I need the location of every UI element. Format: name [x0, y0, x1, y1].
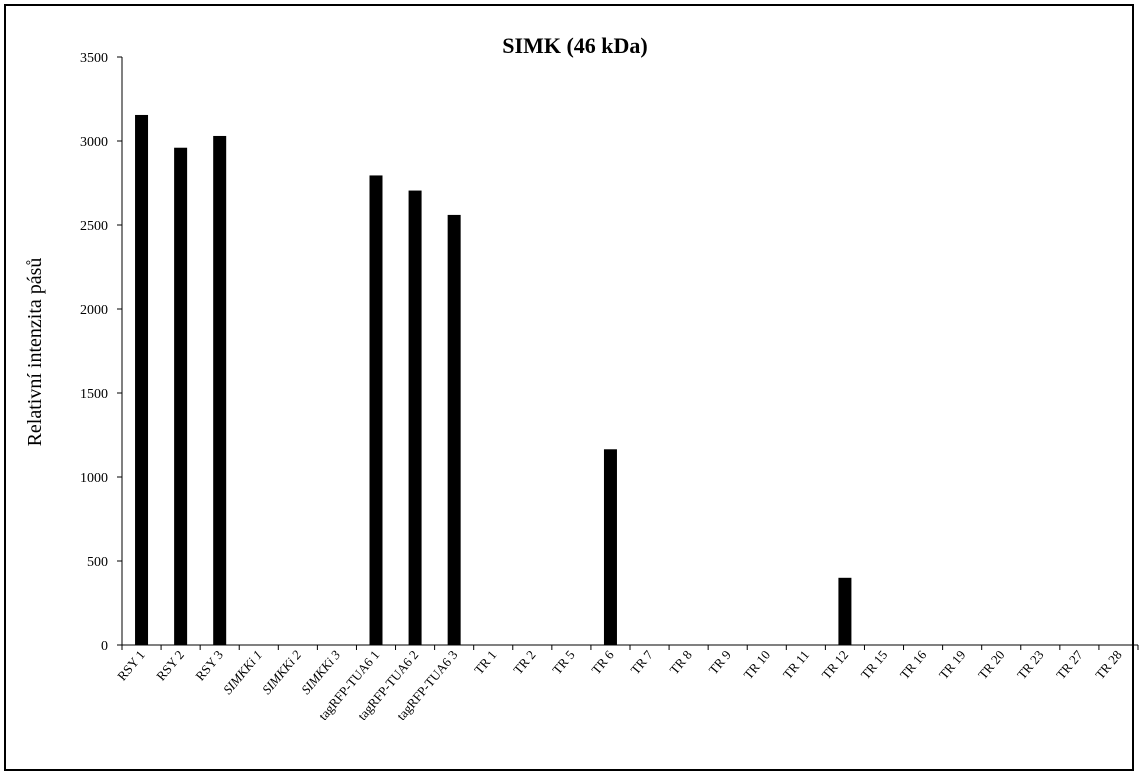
x-tick-label: RSY 3: [192, 647, 226, 683]
y-tick-label: 1000: [80, 471, 108, 486]
chart-frame: [4, 4, 1134, 771]
bar: [213, 135, 227, 645]
x-tick-label: SIMKKi 2: [259, 647, 304, 697]
x-tick-label: TR 23: [1014, 647, 1047, 682]
y-tick-label: 1500: [80, 387, 108, 402]
x-tick-label: TR 16: [897, 647, 930, 682]
x-tick-label: RSY 1: [114, 647, 148, 683]
y-tick-label: 0: [101, 639, 108, 654]
x-tick-label: TR 27: [1053, 647, 1086, 682]
chart-title: SIMK (46 kDa): [502, 33, 647, 58]
y-tick-label: 2500: [80, 219, 108, 234]
plot-area: 0 500 1000 1500 2000 2500 3000 3500 RSY 1 RSY 2 RS…: [80, 51, 1139, 723]
x-tick-label: TR 9: [706, 647, 734, 677]
x-tick-label: SIMKKi 1: [220, 647, 265, 697]
x-tick-label: TR 20: [975, 647, 1008, 682]
y-axis-label: Relativní intenzita pásů: [24, 258, 46, 447]
y-tick-label: 3000: [80, 135, 108, 150]
y-tick-label: 2000: [80, 303, 108, 318]
bar: [447, 214, 461, 646]
y-tick-label: 500: [87, 555, 108, 570]
bar: [135, 114, 149, 645]
bar: [408, 190, 422, 645]
x-tick-label: TR 15: [858, 647, 891, 682]
x-tick-label: TR 1: [471, 647, 499, 677]
x-tick-label: RSY 2: [153, 647, 187, 683]
x-tick-label: TR 6: [588, 647, 617, 677]
x-tick-label: TR 10: [740, 647, 773, 682]
bar: [369, 175, 383, 645]
x-tick-label: TR 8: [666, 647, 694, 677]
bar: [838, 577, 852, 645]
x-tick-label: TR 12: [819, 647, 852, 682]
y-tick-label: 3500: [80, 51, 108, 66]
x-tick-label: TR 19: [936, 647, 969, 682]
x-tick-label: TR 7: [627, 647, 656, 677]
x-tick-label: TR 28: [1092, 647, 1125, 682]
bar: [174, 147, 188, 645]
x-tick-label: TR 2: [510, 647, 538, 677]
bar: [603, 449, 617, 645]
x-tick-label: TR 5: [549, 647, 577, 677]
x-tick-label: TR 11: [780, 647, 812, 681]
